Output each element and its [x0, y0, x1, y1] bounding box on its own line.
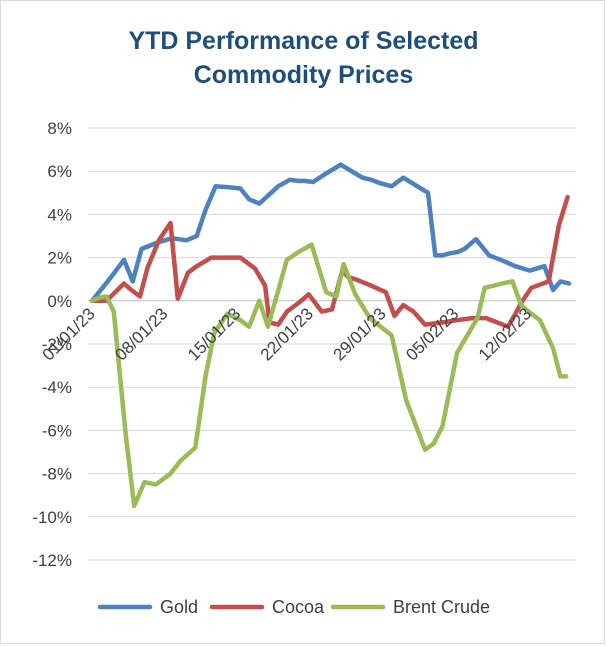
legend-label-brent-crude: Brent Crude [393, 597, 490, 617]
series-line-cocoa [89, 194, 570, 329]
legend-label-gold: Gold [160, 597, 198, 617]
y-tick-label: -12% [32, 551, 72, 570]
series-line-gold [89, 162, 572, 304]
x-tick-label: 12/02/23 [475, 304, 535, 364]
series-group [89, 162, 572, 509]
legend: Gold Cocoa Brent Crude [97, 597, 490, 617]
x-tick-label: 15/01/23 [184, 304, 244, 364]
y-tick-label: 2% [47, 249, 72, 268]
y-axis: 8% 6% 4% 2% 0% -2% -4% -6% -8% -10% -12% [32, 119, 72, 570]
x-tick-label: 08/01/23 [111, 304, 171, 364]
y-tick-label: -4% [42, 378, 72, 397]
y-tick-label: -8% [42, 465, 72, 484]
y-tick-label: -10% [32, 508, 72, 527]
y-tick-label: 0% [47, 292, 72, 311]
y-tick-label: -2% [42, 335, 72, 354]
chart-title-line-2: Commodity Prices [193, 61, 414, 89]
y-tick-label: 6% [47, 162, 72, 181]
x-tick-label: 29/01/23 [330, 304, 390, 364]
legend-label-cocoa: Cocoa [272, 597, 325, 617]
y-tick-label: -6% [42, 421, 72, 440]
series-line-brent-crude [89, 242, 569, 509]
x-tick-label: 05/02/23 [402, 304, 462, 364]
chart-title-line-1: YTD Performance of Selected [128, 27, 479, 55]
y-tick-label: 4% [47, 205, 72, 224]
y-tick-label: 8% [47, 119, 72, 138]
